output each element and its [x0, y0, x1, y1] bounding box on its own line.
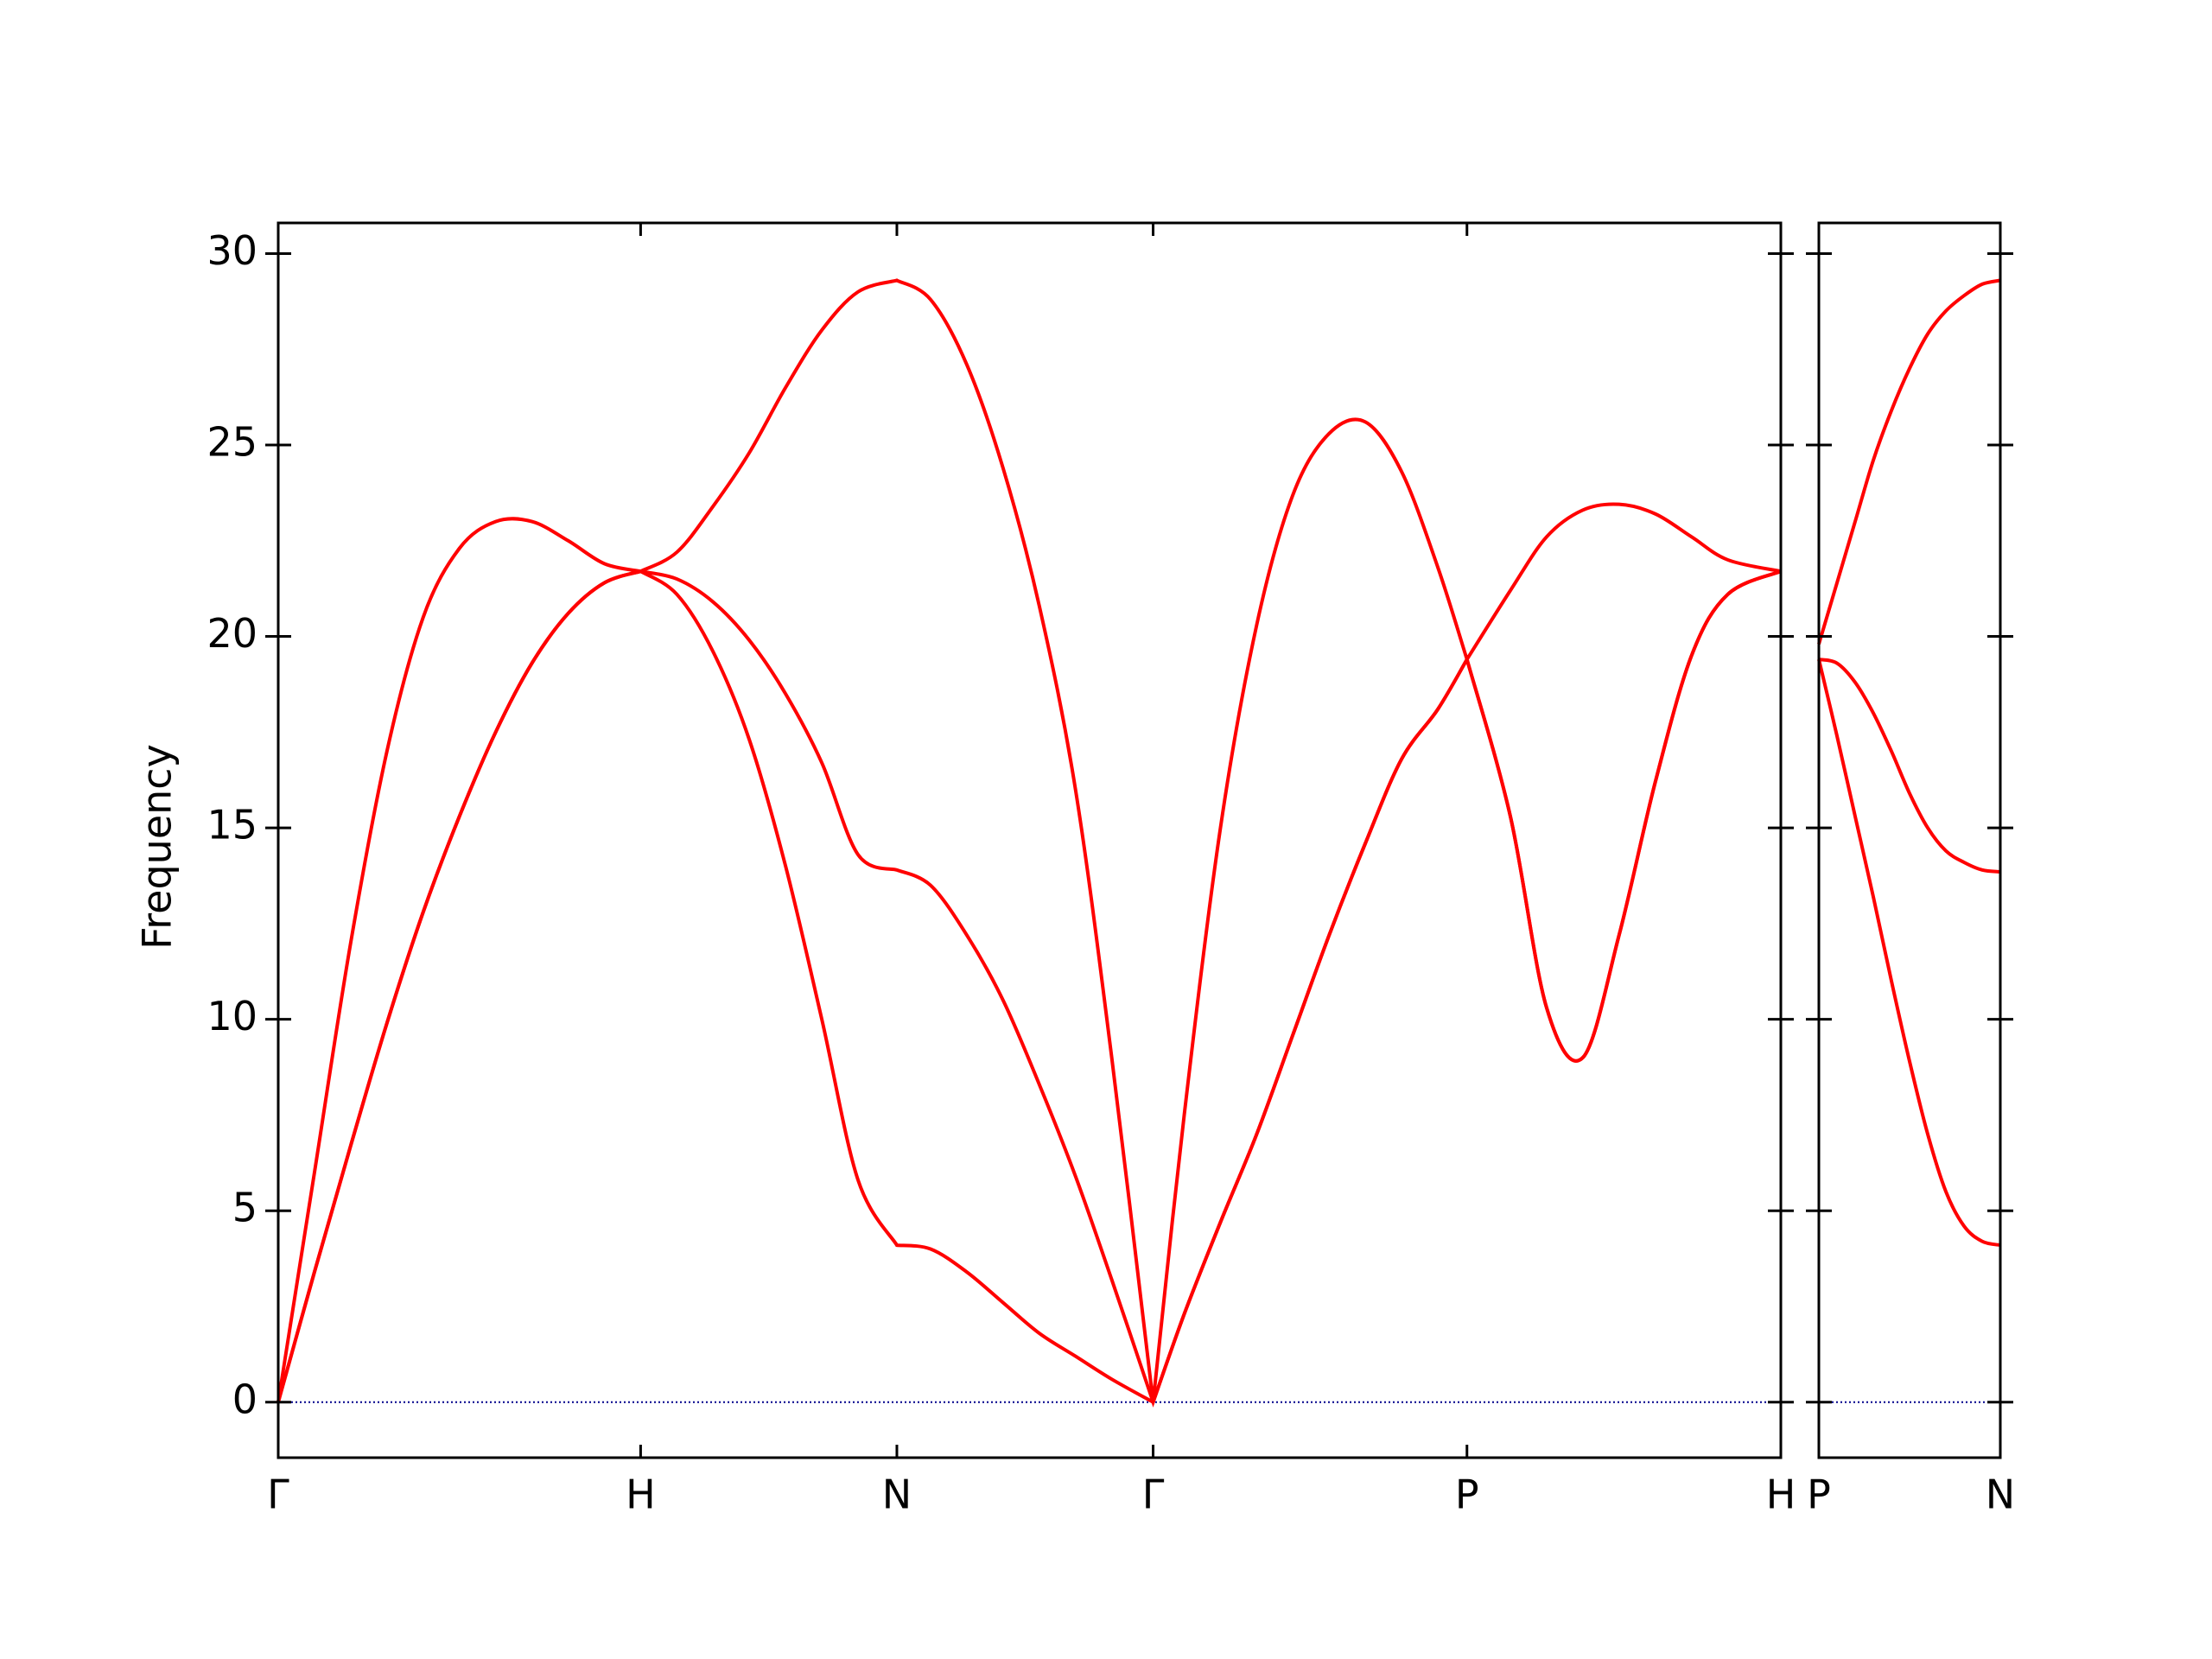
x-tick-label: H: [1766, 1471, 1796, 1518]
band-line: [1817, 658, 2001, 1248]
x-tick-label: Γ: [1142, 1471, 1165, 1518]
band-line: [1818, 658, 2001, 874]
band-line: [1817, 278, 2001, 645]
y-tick-label: 30: [207, 227, 257, 274]
x-tick-label: N: [1986, 1471, 2015, 1518]
plot-frame: [1817, 221, 2002, 1459]
y-tick-label: 20: [207, 610, 257, 657]
band-line: [276, 569, 1782, 1405]
y-axis-label: Frequency: [134, 744, 181, 950]
x-tick-label: P: [1455, 1471, 1479, 1518]
x-tick-label: P: [1807, 1471, 1831, 1518]
y-tick-label: 15: [207, 802, 257, 849]
y-tick-label: 25: [207, 418, 257, 465]
x-tick-label: Γ: [267, 1471, 289, 1518]
band-line: [276, 278, 1782, 1403]
band-line: [276, 569, 1782, 1408]
x-tick-label: H: [626, 1471, 656, 1518]
y-tick-label: 5: [232, 1185, 257, 1231]
y-tick-label: 10: [207, 993, 257, 1039]
x-tick-label: N: [882, 1471, 912, 1518]
plot-frame: [276, 221, 1783, 1459]
y-tick-label: 0: [232, 1376, 257, 1422]
